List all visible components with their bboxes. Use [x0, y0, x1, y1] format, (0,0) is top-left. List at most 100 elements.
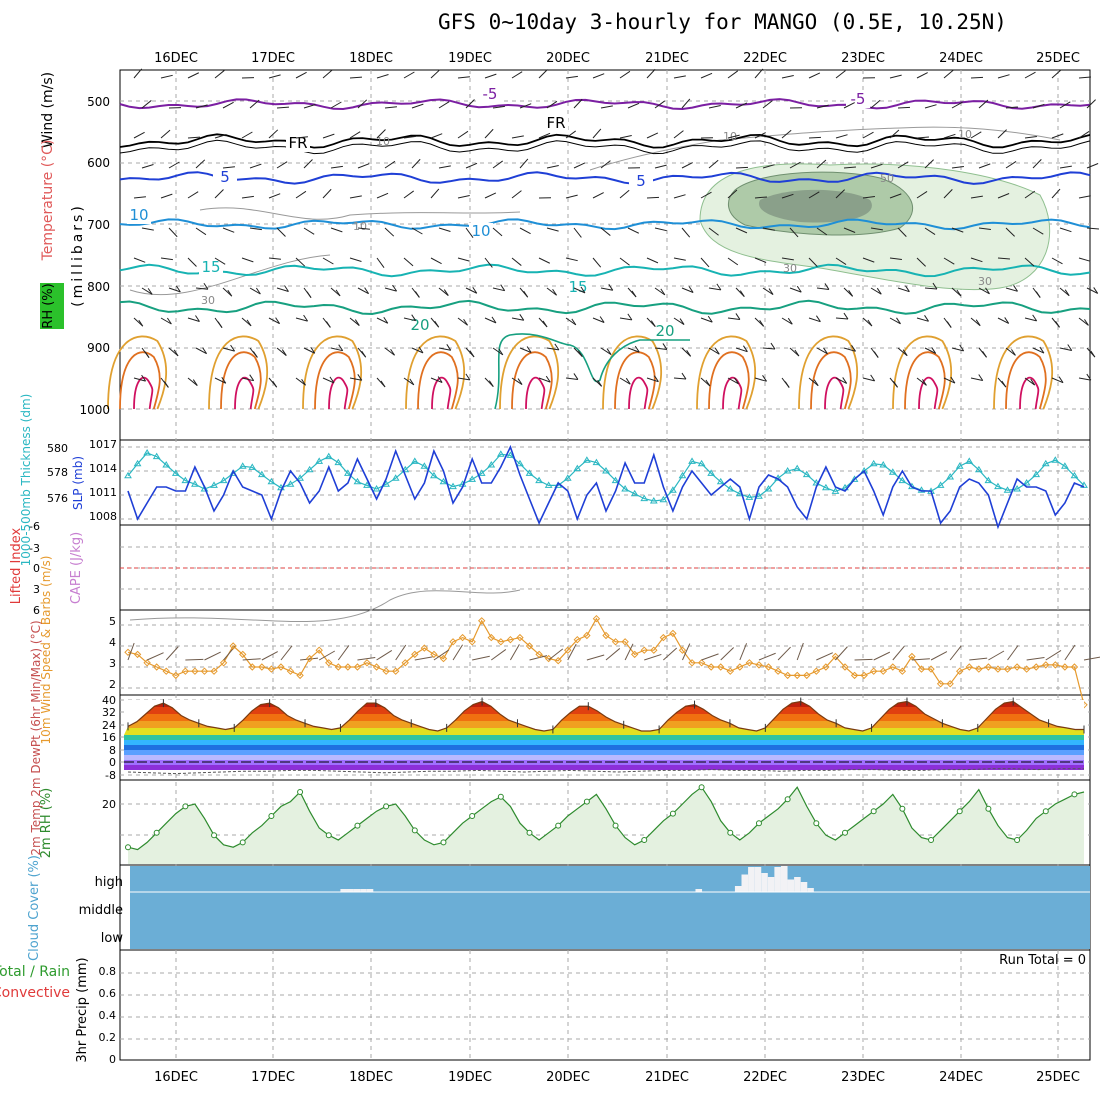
wind-speed-label: 10m Wind Speed & Barbs (m/s) — [39, 556, 53, 745]
wind-barb-flag — [414, 291, 420, 298]
temp-color-band — [124, 760, 1084, 765]
wind-barb — [1078, 131, 1090, 139]
warm-contour — [708, 351, 750, 410]
wind-barb — [708, 159, 719, 169]
wind-barb-flag — [813, 379, 819, 386]
wind-barb — [619, 135, 632, 139]
wind-barb-flag — [796, 285, 802, 293]
thickness-point — [257, 470, 266, 478]
wind-barb — [727, 377, 739, 385]
wind-barb — [1051, 377, 1064, 384]
rh-contour-label: 50 — [880, 172, 894, 185]
rh-contour-10 — [199, 207, 521, 220]
wind-barb-flag — [469, 350, 475, 358]
wind-barb-flag — [246, 319, 252, 327]
thickness-point — [191, 480, 199, 487]
surface-wind-barb — [318, 650, 336, 661]
wind-barb — [430, 377, 443, 383]
wind-barb-flag — [383, 316, 389, 324]
wind-barb — [403, 257, 414, 267]
surface-wind-barb — [433, 649, 450, 661]
date-label-bottom: 23DEC — [841, 1070, 885, 1085]
temp-warm-band — [124, 714, 1084, 721]
wind-barb — [619, 377, 631, 385]
thickness-point — [936, 481, 945, 488]
wind-barb — [924, 227, 936, 235]
wind-barb — [897, 161, 909, 169]
wind-barb — [268, 129, 279, 139]
rh-point — [842, 829, 848, 836]
wind-barb — [889, 74, 902, 79]
wind-barb — [511, 377, 523, 385]
wind-barb-flag — [631, 290, 637, 298]
wind-barb — [303, 104, 316, 109]
surface-wind-barb — [242, 658, 261, 661]
wind-barb — [187, 136, 201, 139]
wind-barb-flag — [653, 375, 659, 382]
total-rain-label: Total / Rain — [0, 964, 70, 980]
wind-barb — [546, 165, 559, 169]
tick-li-m6: -6 — [29, 520, 40, 533]
wind-barb — [970, 377, 983, 381]
thickness-point — [315, 457, 324, 464]
surface-wind-barb — [586, 654, 605, 661]
wind-speed-point — [315, 646, 323, 654]
rh-point — [1014, 837, 1021, 843]
surface-wind-barb — [777, 646, 791, 661]
thickness-point — [1003, 486, 1012, 493]
surface-wind-barb — [280, 645, 293, 661]
warm-contour — [431, 376, 452, 410]
wind-barb — [349, 317, 360, 326]
isotherm-label-bg — [213, 169, 237, 186]
wind-barb — [654, 164, 667, 169]
wind-barb — [808, 377, 819, 387]
wind-barb — [573, 162, 586, 169]
wind-barb — [700, 191, 712, 199]
wind-barb — [600, 227, 611, 236]
surface-wind-barb — [854, 658, 873, 661]
wind-speed-point — [879, 667, 887, 675]
wind-barb — [457, 377, 470, 381]
wind-barb — [1051, 188, 1061, 199]
convective-label: Convective — [0, 985, 70, 1001]
wind-speed-point — [305, 654, 314, 663]
surface-wind-barb — [146, 652, 164, 661]
wind-speed-point — [478, 617, 486, 625]
isotherm-label: FR — [288, 134, 307, 152]
warm-contour — [824, 376, 845, 410]
wind-barb — [187, 377, 198, 386]
wind-barb-flag — [681, 372, 687, 380]
wind-barb — [403, 71, 415, 79]
thickness-point — [582, 456, 591, 463]
wind-barb — [681, 98, 691, 109]
lifted-index-label: Lifted Index — [9, 527, 24, 604]
isotherm-label: 5 — [636, 172, 646, 190]
wind-barb — [268, 193, 281, 199]
wind-barb — [133, 196, 146, 199]
warm-contour — [220, 351, 262, 410]
wind-barb-flag — [354, 319, 360, 326]
thickness-point — [420, 462, 429, 469]
thickness-point — [707, 469, 716, 476]
thickness-point — [1032, 470, 1041, 478]
wind-barb-flag — [192, 379, 198, 386]
cloud-gap-bar — [734, 886, 742, 892]
wind-speed-point — [697, 659, 706, 667]
thickness-point — [573, 464, 582, 472]
wind-barb-flag — [950, 376, 956, 384]
tick-700: 700 — [87, 218, 110, 232]
wind-barb-flag — [1039, 346, 1045, 354]
thickness-point — [860, 467, 869, 474]
tick-900: 900 — [87, 341, 110, 355]
surface-wind-barb — [682, 643, 691, 661]
wind-barb — [970, 76, 984, 79]
wind-barb — [411, 347, 424, 354]
cloud-high-label: high — [95, 875, 123, 890]
wind-barb-flag — [173, 349, 179, 357]
wind-barb — [538, 257, 551, 264]
wind-barb — [1024, 317, 1037, 322]
wind-speed-point — [162, 667, 170, 675]
isotherm-label-bg — [469, 223, 493, 240]
wind-barb — [276, 106, 290, 109]
surface-wind-barb — [261, 651, 278, 661]
